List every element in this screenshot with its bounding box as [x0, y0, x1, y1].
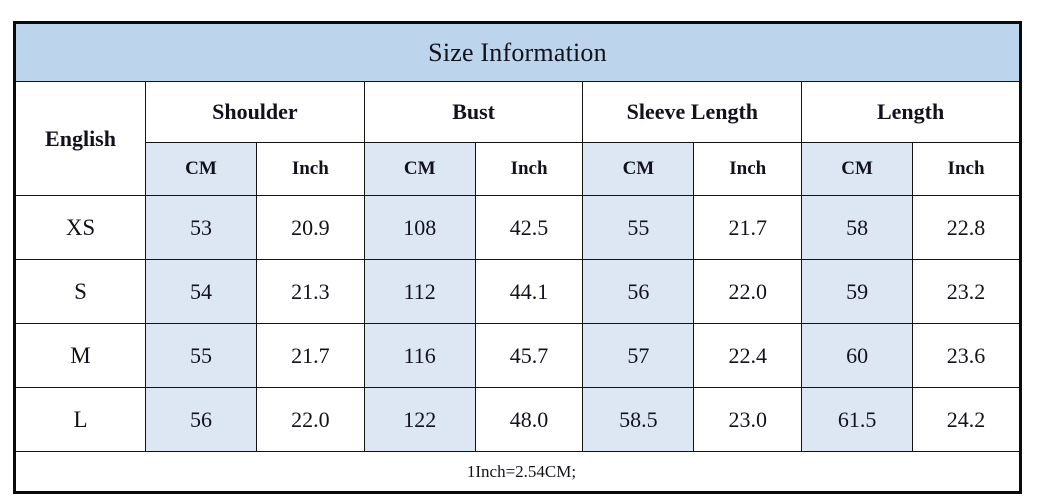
unit-shoulder-cm: CM [145, 142, 257, 196]
cell-shoulder-inch: 21.3 [255, 259, 365, 324]
cell-bust-cm: 122 [363, 387, 476, 452]
table-row: S 54 21.3 112 44.1 56 22.0 59 23.2 [13, 259, 1021, 324]
cell-length-inch: 22.8 [912, 195, 1021, 260]
cell-bust-inch: 44.1 [474, 259, 584, 324]
cell-length-cm: 58 [801, 195, 914, 260]
cell-length-cm: 61.5 [801, 387, 914, 452]
cell-length-inch: 23.2 [912, 259, 1021, 324]
unit-header-row: CM Inch CM Inch CM Inch CM Inch [15, 142, 1021, 196]
table-row: XS 53 20.9 108 42.5 55 21.7 58 22.8 [13, 195, 1021, 260]
unit-sleeve-inch: Inch [693, 142, 803, 196]
cell-sleeve-inch: 22.4 [693, 323, 803, 388]
unit-conversion-note: 1Inch=2.54CM; [14, 451, 1021, 493]
cell-shoulder-inch: 21.7 [255, 323, 365, 388]
chart-title: Size Information [14, 22, 1021, 82]
banner-row: Size Information [14, 22, 1021, 82]
header-group-sleeve-length: Sleeve Length [582, 81, 803, 143]
header-english: English [13, 81, 147, 196]
cell-sleeve-inch: 21.7 [693, 195, 803, 260]
unit-length-cm: CM [801, 142, 914, 196]
cell-shoulder-cm: 53 [145, 195, 257, 260]
cell-length-inch: 24.2 [912, 387, 1021, 452]
group-header-row: English Shoulder Bust Sleeve Length Leng… [13, 81, 1021, 196]
size-table: Size Information English Shoulder Bust S… [13, 21, 1022, 494]
size-label: M [13, 323, 147, 388]
cell-sleeve-inch: 22.0 [693, 259, 803, 324]
unit-shoulder-inch: Inch [255, 142, 365, 196]
cell-shoulder-cm: 56 [145, 387, 257, 452]
table-row: M 55 21.7 116 45.7 57 22.4 60 23.6 [13, 323, 1021, 388]
cell-bust-cm: 112 [363, 259, 476, 324]
cell-bust-cm: 116 [363, 323, 476, 388]
cell-shoulder-cm: 54 [145, 259, 257, 324]
unit-bust-cm: CM [363, 142, 476, 196]
unit-bust-inch: Inch [474, 142, 584, 196]
size-label: XS [13, 195, 147, 260]
header-group-bust: Bust [363, 81, 584, 143]
footnote-row: 1Inch=2.54CM; [14, 451, 1021, 493]
cell-shoulder-inch: 20.9 [255, 195, 365, 260]
cell-bust-cm: 108 [363, 195, 476, 260]
size-label: S [13, 259, 147, 324]
cell-length-inch: 23.6 [912, 323, 1021, 388]
cell-sleeve-cm: 56 [582, 259, 695, 324]
cell-shoulder-inch: 22.0 [255, 387, 365, 452]
header-group-length: Length [801, 81, 1021, 143]
cell-sleeve-cm: 57 [582, 323, 695, 388]
cell-sleeve-inch: 23.0 [693, 387, 803, 452]
table-row: L 56 22.0 122 48.0 58.5 23.0 61.5 24.2 [13, 387, 1021, 452]
cell-length-cm: 60 [801, 323, 914, 388]
unit-length-inch: Inch [912, 142, 1021, 196]
size-information-chart: Size Information English Shoulder Bust S… [13, 21, 1022, 494]
unit-sleeve-cm: CM [582, 142, 695, 196]
cell-bust-inch: 48.0 [474, 387, 584, 452]
header-group-shoulder: Shoulder [145, 81, 365, 143]
cell-sleeve-cm: 55 [582, 195, 695, 260]
cell-length-cm: 59 [801, 259, 914, 324]
cell-bust-inch: 45.7 [474, 323, 584, 388]
cell-sleeve-cm: 58.5 [582, 387, 695, 452]
cell-shoulder-cm: 55 [145, 323, 257, 388]
size-label: L [13, 387, 147, 452]
cell-bust-inch: 42.5 [474, 195, 584, 260]
